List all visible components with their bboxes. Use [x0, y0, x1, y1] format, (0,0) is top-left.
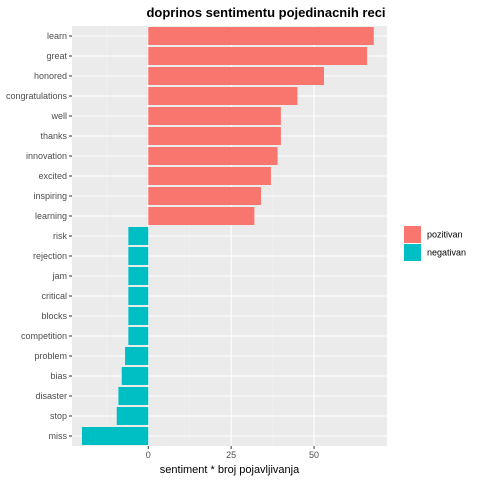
bar-blocks: [128, 307, 149, 325]
bar-well: [148, 107, 281, 125]
y-tick-label: competition: [21, 331, 67, 341]
y-tick-label: stop: [50, 411, 67, 421]
bar-problem: [125, 347, 149, 365]
bar-competition: [128, 327, 149, 345]
bar-rejection: [128, 247, 149, 265]
bar-learn: [148, 27, 374, 45]
y-tick-label: learn: [47, 31, 67, 41]
bar-excited: [148, 167, 271, 185]
bars-layer: [81, 27, 374, 445]
y-tick-label: rejection: [33, 251, 67, 261]
bar-bias: [121, 367, 149, 385]
x-tick-label: 25: [226, 450, 236, 460]
y-tick-label: well: [50, 111, 67, 121]
y-tick-label: jam: [51, 271, 67, 281]
bar-risk: [128, 227, 149, 245]
bar-miss: [81, 427, 149, 445]
y-tick-label: innovation: [26, 151, 67, 161]
bar-critical: [128, 287, 149, 305]
y-tick-label: critical: [41, 291, 67, 301]
y-tick-label: risk: [53, 231, 67, 241]
y-tick-label: learning: [35, 211, 67, 221]
y-tick-label: inspiring: [33, 191, 67, 201]
y-tick-label: miss: [49, 431, 68, 441]
y-tick-label: excited: [38, 171, 67, 181]
x-tick-label: 50: [309, 450, 319, 460]
bar-honored: [148, 67, 324, 85]
y-tick-label: great: [46, 51, 67, 61]
y-tick-label: honored: [34, 71, 67, 81]
bar-congratulations: [148, 87, 298, 105]
y-tick-label: thanks: [40, 131, 67, 141]
legend-key-pozitivan: [404, 226, 421, 243]
x-tick-label: 0: [146, 450, 151, 460]
legend: pozitivan negativan: [404, 226, 466, 261]
bar-learning: [148, 207, 255, 225]
y-tick-label: bias: [50, 371, 67, 381]
bar-thanks: [148, 127, 281, 145]
bar-innovation: [148, 147, 278, 165]
y-tick-label: disaster: [35, 391, 67, 401]
legend-label: pozitivan: [427, 230, 463, 240]
legend-key-negativan: [404, 244, 421, 261]
y-tick-label: problem: [34, 351, 67, 361]
legend-label: negativan: [427, 248, 466, 258]
x-axis: 0 25 50: [146, 446, 319, 460]
y-tick-label: congratulations: [6, 91, 68, 101]
bar-great: [148, 47, 368, 65]
bar-stop: [116, 407, 149, 425]
y-axis: learn great honored congratulations well than…: [6, 31, 72, 441]
bar-disaster: [118, 387, 149, 405]
y-tick-label: blocks: [41, 311, 67, 321]
x-axis-title: sentiment * broj pojavljivanja: [160, 464, 300, 476]
bar-inspiring: [148, 187, 261, 205]
chart-title: doprinos sentimentu pojedinacnih reci: [146, 5, 385, 20]
bar-jam: [128, 267, 149, 285]
